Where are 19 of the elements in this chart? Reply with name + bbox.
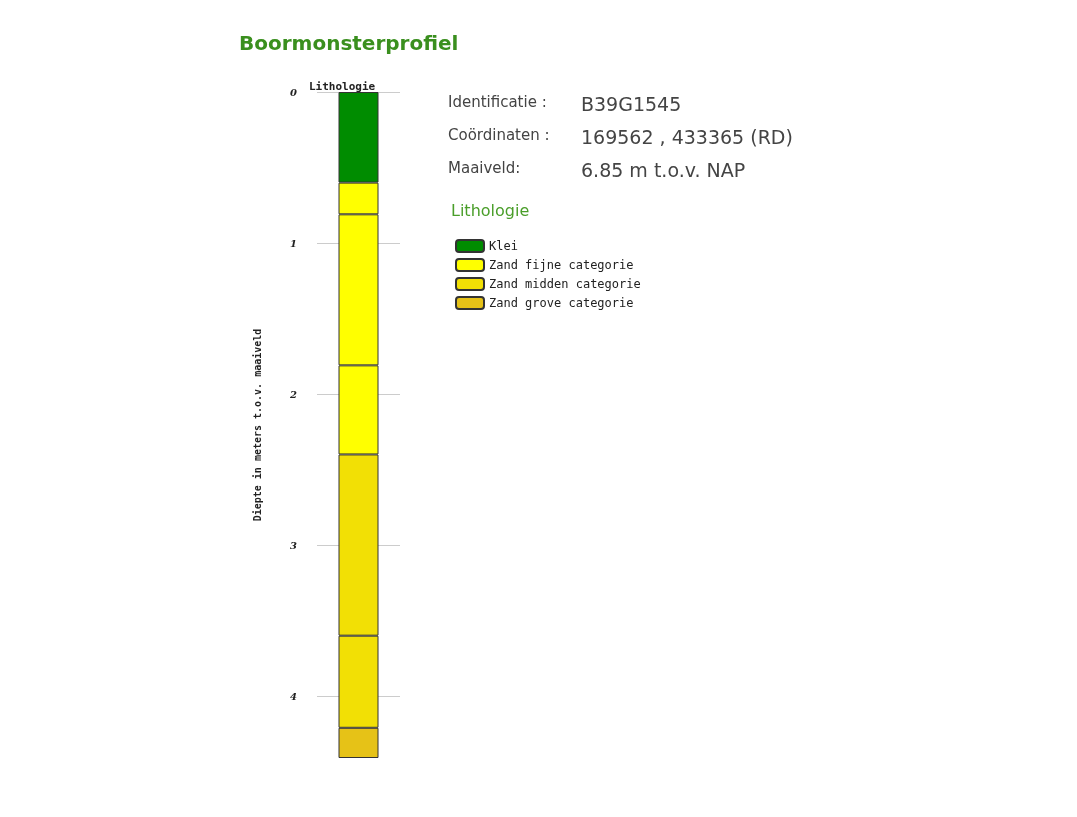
- legend-title: Lithologie: [451, 200, 530, 220]
- y-tick-label: 1: [290, 237, 297, 249]
- chart-title: Boormonsterprofiel: [239, 31, 459, 55]
- legend-label: Zand midden categorie: [489, 277, 641, 291]
- legend-label: Klei: [489, 239, 518, 253]
- text: Maaiveld:: [448, 158, 521, 177]
- y-tick-label: 2: [289, 388, 298, 400]
- text: Identificatie :: [448, 92, 547, 111]
- x-axis-title: Lithologie: [309, 80, 376, 93]
- text: 6.85 m t.o.v. NAP: [581, 158, 746, 181]
- y-axis-title: Diepte in meters t.o.v. maaiveld: [251, 328, 263, 522]
- y-tick-label: 4: [290, 690, 298, 702]
- legend-label: Zand grove categorie: [489, 296, 634, 310]
- text: 169562 , 433365 (RD): [581, 125, 793, 148]
- text: B39G1545: [581, 92, 682, 115]
- text: Coördinaten :: [448, 125, 550, 144]
- y-tick-label: 0: [290, 86, 298, 98]
- legend-label: Zand fijne categorie: [489, 258, 634, 272]
- y-tick-label: 3: [290, 539, 298, 551]
